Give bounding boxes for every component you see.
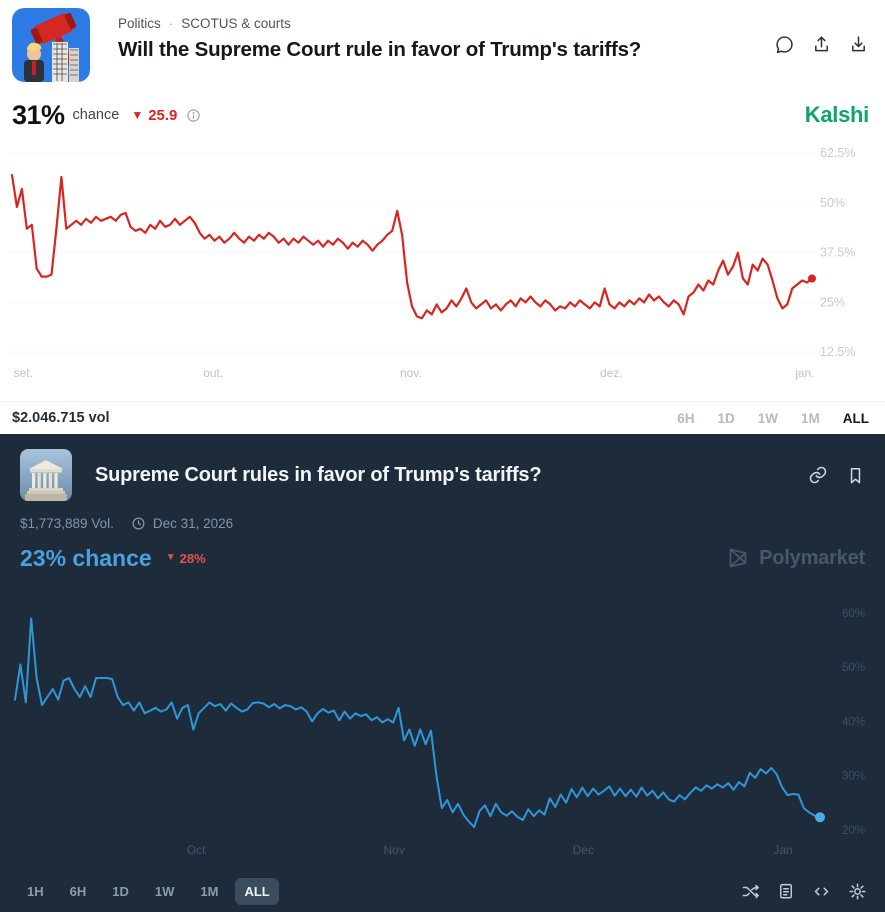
comment-icon xyxy=(776,36,793,54)
down-triangle-icon: ▼ xyxy=(131,108,144,122)
polymarket-logo-icon xyxy=(729,548,747,568)
x-axis-tick-label: nov. xyxy=(400,366,422,380)
polymarket-meta-row: $1,773,889 Vol. Dec 31, 2026 xyxy=(0,513,885,533)
polymarket-actions xyxy=(808,465,865,485)
y-axis-tick-label: 40% xyxy=(842,716,865,728)
polymarket-watermark: Polymarket xyxy=(726,546,865,570)
y-axis-tick-label: 50% xyxy=(842,662,865,674)
chance-value: 31% xyxy=(12,99,65,130)
x-axis-tick-label: Oct xyxy=(187,843,206,857)
time-range-selector: 1H 6H 1D 1W 1M ALL xyxy=(18,877,279,905)
down-triangle-icon: ▼ xyxy=(165,552,176,563)
volume-label: $2.046.715 vol xyxy=(12,410,110,426)
market-thumbnail xyxy=(20,449,72,501)
bookmark-icon xyxy=(850,467,861,483)
share-icon xyxy=(815,36,828,52)
breadcrumb-separator: · xyxy=(168,16,174,31)
link-icon xyxy=(809,466,827,484)
polymarket-price-chart[interactable]: 60% 50% 40% 30% 20% Oct Nov Dec Jan xyxy=(0,600,885,865)
polymarket-price-row: 23% chance ▼ 28% Polymarket xyxy=(0,541,885,575)
download-button[interactable] xyxy=(848,34,869,55)
x-axis-tick-label: dez. xyxy=(600,366,623,380)
y-axis-tick-label: 50% xyxy=(820,196,845,210)
y-axis-tick-label: 30% xyxy=(842,771,865,783)
x-axis-tick-label: Dec xyxy=(573,843,594,857)
end-date: Dec 31, 2026 xyxy=(152,515,234,531)
y-axis-tick-label: 62.5% xyxy=(820,146,855,160)
price-change-value: 25.9 xyxy=(148,106,178,124)
y-axis-tick-label: 25% xyxy=(820,295,845,309)
range-1m-button[interactable]: 1M xyxy=(191,878,227,905)
news-button[interactable] xyxy=(777,882,795,901)
chart-tools xyxy=(741,882,867,901)
kalshi-header: Politics · SCOTUS & courts Will the Supr… xyxy=(0,0,885,82)
polymarket-price-line xyxy=(14,617,821,829)
current-price-dot xyxy=(815,812,825,823)
comment-button[interactable] xyxy=(774,34,795,55)
range-1w-button[interactable]: 1W xyxy=(146,878,184,905)
kalshi-footer: $2.046.715 vol 6H 1D 1W 1M ALL xyxy=(0,401,885,434)
range-all-button[interactable]: ALL xyxy=(235,877,279,905)
breadcrumb-subcategory[interactable]: SCOTUS & courts xyxy=(181,16,291,31)
code-icon xyxy=(814,887,829,895)
price-change: ▼ 28% xyxy=(166,551,206,566)
kalshi-logo: Kalshi xyxy=(804,102,870,127)
price-change-value: 28% xyxy=(179,550,206,566)
kalshi-price-line xyxy=(10,174,814,320)
range-all-button[interactable]: ALL xyxy=(842,410,869,426)
current-price-dot xyxy=(808,274,816,283)
market-thumbnail xyxy=(12,8,90,82)
price-change: ▼ 25.9 xyxy=(131,107,177,124)
y-axis-tick-label: 12.5% xyxy=(820,345,855,359)
x-axis-tick-label: out. xyxy=(203,366,223,380)
gear-icon xyxy=(849,882,866,900)
range-1d-button[interactable]: 1D xyxy=(103,878,138,905)
kalshi-price-chart[interactable]: 62.5% 50% 37.5% 25% 12.5% set. out. nov. dez. jan… xyxy=(0,146,885,388)
info-icon[interactable] xyxy=(186,108,201,123)
x-axis-tick-label: set. xyxy=(14,366,33,380)
kalshi-head-text: Politics · SCOTUS & courts Will the Supr… xyxy=(118,8,641,62)
polymarket-header: Supreme Court rules in favor of Trump's … xyxy=(0,434,885,501)
market-title: Supreme Court rules in favor of Trump's … xyxy=(95,463,542,486)
breadcrumb-category[interactable]: Politics xyxy=(118,16,161,31)
y-axis-tick-label: 20% xyxy=(842,825,865,837)
x-axis-tick-label: Nov xyxy=(384,843,405,857)
kalshi-actions xyxy=(774,34,869,55)
kalshi-market-card: Politics · SCOTUS & courts Will the Supr… xyxy=(0,0,885,434)
breadcrumb: Politics · SCOTUS & courts xyxy=(118,16,641,31)
settings-button[interactable] xyxy=(848,882,867,901)
range-1h-button[interactable]: 1H xyxy=(18,878,53,905)
volume-label: $1,773,889 Vol. xyxy=(20,515,114,531)
clock-icon xyxy=(131,516,146,531)
polymarket-logo-text: Polymarket xyxy=(759,546,865,569)
x-axis-tick-label: jan. xyxy=(794,366,814,380)
document-icon xyxy=(780,883,792,899)
gavel-thumbnail-image xyxy=(12,8,90,82)
polymarket-toolbar: 1H 6H 1D 1W 1M ALL xyxy=(0,870,885,912)
x-axis-tick-label: Jan xyxy=(773,843,792,857)
kalshi-price-row: 31% chance ▼ 25.9 Kalshi xyxy=(0,98,885,132)
supreme-court-thumbnail-image xyxy=(20,449,72,501)
download-icon xyxy=(852,36,865,52)
chance-label: chance xyxy=(72,107,120,123)
y-axis-tick-label: 60% xyxy=(842,608,865,620)
range-1m-button[interactable]: 1M xyxy=(800,410,820,426)
y-axis-tick-label: 37.5% xyxy=(820,246,855,260)
bookmark-button[interactable] xyxy=(846,465,865,485)
compare-button[interactable] xyxy=(741,882,760,901)
range-1w-button[interactable]: 1W xyxy=(757,410,778,426)
shuffle-icon xyxy=(742,884,759,898)
chance-value: 23% chance xyxy=(20,544,152,571)
polymarket-market-card: Supreme Court rules in favor of Trump's … xyxy=(0,434,885,912)
embed-button[interactable] xyxy=(812,882,831,901)
copy-link-button[interactable] xyxy=(808,465,828,485)
market-title: Will the Supreme Court rule in favor of … xyxy=(118,38,642,61)
range-1d-button[interactable]: 1D xyxy=(717,410,735,426)
time-range-selector: 6H 1D 1W 1M ALL xyxy=(677,411,869,426)
range-6h-button[interactable]: 6H xyxy=(61,878,96,905)
share-button[interactable] xyxy=(811,34,832,55)
range-6h-button[interactable]: 6H xyxy=(677,410,695,426)
